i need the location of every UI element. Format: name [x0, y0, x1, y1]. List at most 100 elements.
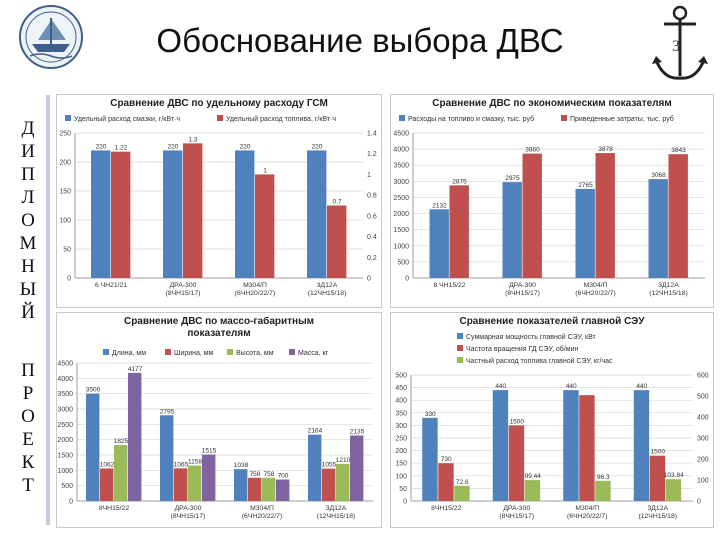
data-label: 1062 — [100, 461, 115, 468]
bar — [100, 468, 114, 501]
side-word1-letter: Ы — [19, 279, 37, 300]
y-tick-label: 450 — [395, 385, 407, 392]
data-label: 1158 — [188, 458, 202, 465]
y-tick-label: 250 — [395, 436, 407, 443]
y-tick-label: 3500 — [393, 163, 409, 170]
y-tick-label: 500 — [397, 259, 409, 266]
y-tick-label: 500 — [61, 483, 73, 490]
y-tick-label: 0 — [69, 499, 73, 506]
category-label-sub: (12ЧН15/18) — [649, 290, 688, 297]
bar — [595, 153, 615, 278]
bar — [202, 454, 216, 501]
data-label: 220 — [240, 143, 251, 150]
side-word1-letter: М — [19, 233, 37, 254]
bar — [449, 185, 469, 278]
y-tick-label: 50 — [399, 486, 407, 493]
bar — [502, 182, 522, 278]
y-tick-label: 3500 — [57, 391, 73, 398]
legend-swatch — [227, 349, 233, 355]
bar — [522, 153, 542, 278]
bar — [438, 463, 454, 501]
data-label: 1500 — [510, 418, 525, 425]
category-label: 8ЧН15/22 — [99, 505, 129, 512]
y-tick-label: 350 — [395, 410, 407, 417]
side-word2-letter: П — [21, 360, 35, 381]
category-label-sub: (12ЧН15/18) — [317, 513, 356, 520]
category-label-sub: (8ЧН15/17) — [499, 513, 534, 520]
data-label: 1065 — [174, 461, 189, 468]
data-label: 2875 — [452, 178, 467, 185]
data-label: 3860 — [525, 147, 540, 154]
side-word2-letter: Р — [22, 383, 34, 404]
data-label: 2132 — [432, 202, 447, 209]
data-label: 2795 — [160, 408, 175, 415]
bar — [234, 469, 248, 501]
legend-swatch — [217, 115, 223, 121]
data-label: 1038 — [234, 462, 249, 469]
data-label: 700 — [278, 473, 289, 480]
anchor-icon — [652, 5, 708, 80]
category-label: 6 ЧН21/21 — [95, 282, 127, 289]
data-label: 330 — [425, 411, 436, 418]
bar — [508, 425, 525, 501]
y-tick-label: 2000 — [57, 437, 73, 444]
y2-tick-label: 0.6 — [367, 213, 377, 220]
side-word1-letter: Л — [21, 187, 35, 208]
category-label-sub: (6ЧН20/22/7) — [575, 290, 615, 297]
side-word1-letter: И — [21, 141, 35, 162]
chart-title: Сравнение ДВС по массо-габаритным — [124, 315, 314, 327]
category-label-sub: (8ЧН15/17) — [166, 290, 201, 297]
bar — [454, 485, 470, 501]
legend-entry: Частный расход топлива главной СЭУ, кг/ч… — [466, 357, 613, 365]
data-label: 4177 — [128, 366, 143, 373]
side-word1-letter: Д — [21, 118, 35, 139]
y-tick-label: 3000 — [393, 179, 409, 186]
bar — [255, 174, 275, 278]
category-label-sub: (12ЧН15/18) — [638, 513, 677, 520]
legend-entry: Расходы на топливо и смазку, тыс. руб — [408, 115, 534, 123]
chart-title: Сравнение ДВС по экономическим показател… — [432, 98, 672, 109]
data-label: 440 — [566, 383, 577, 390]
chart-title: показателям — [187, 328, 250, 339]
bar — [262, 477, 276, 501]
bar — [248, 477, 262, 501]
category-label: ДРА-300 — [170, 282, 197, 289]
side-word1-letter: Н — [21, 256, 35, 277]
legend-entry: Суммарная мощность главной СЭУ, кВт — [466, 333, 597, 341]
data-label: 72.6 — [456, 479, 469, 486]
bar — [307, 150, 327, 278]
legend-swatch — [65, 115, 71, 121]
bar — [235, 150, 255, 278]
category-label: М304/П — [575, 505, 599, 512]
data-label: 730 — [441, 456, 452, 463]
legend-entry: Приведенные затраты, тыс. руб — [570, 115, 674, 123]
data-label: 3878 — [598, 146, 613, 153]
category-label-sub: (6ЧН20/22/7) — [242, 513, 282, 520]
data-label: 220 — [312, 143, 323, 150]
category-label: 3Д12А — [326, 505, 347, 512]
bar — [579, 395, 595, 501]
bar — [350, 435, 364, 501]
bar — [649, 455, 666, 501]
bar — [336, 463, 350, 501]
data-label: 99.44 — [525, 473, 542, 480]
bar — [524, 480, 541, 501]
data-label: 2135 — [350, 429, 365, 436]
bar — [91, 150, 111, 278]
legend-entry: Длина, мм — [112, 350, 146, 357]
legend-swatch — [289, 349, 295, 355]
y2-tick-label: 1.2 — [367, 151, 377, 158]
category-label: 3Д12А — [317, 282, 338, 289]
y-tick-label: 2500 — [57, 422, 73, 429]
data-label: 1825 — [114, 438, 129, 445]
side-word1-letter: Й — [21, 302, 35, 323]
bar — [648, 179, 668, 278]
y-tick-label: 4500 — [57, 361, 73, 368]
side-word1-letter: П — [21, 164, 35, 185]
chart-mass-dimensions: Сравнение ДВС по массо-габаритным показат… — [56, 312, 382, 528]
y-tick-label: 0 — [405, 276, 409, 283]
data-label: 1 — [263, 167, 267, 174]
data-label: 1.3 — [188, 136, 197, 143]
bar — [86, 393, 100, 501]
data-label: 220 — [96, 143, 107, 150]
